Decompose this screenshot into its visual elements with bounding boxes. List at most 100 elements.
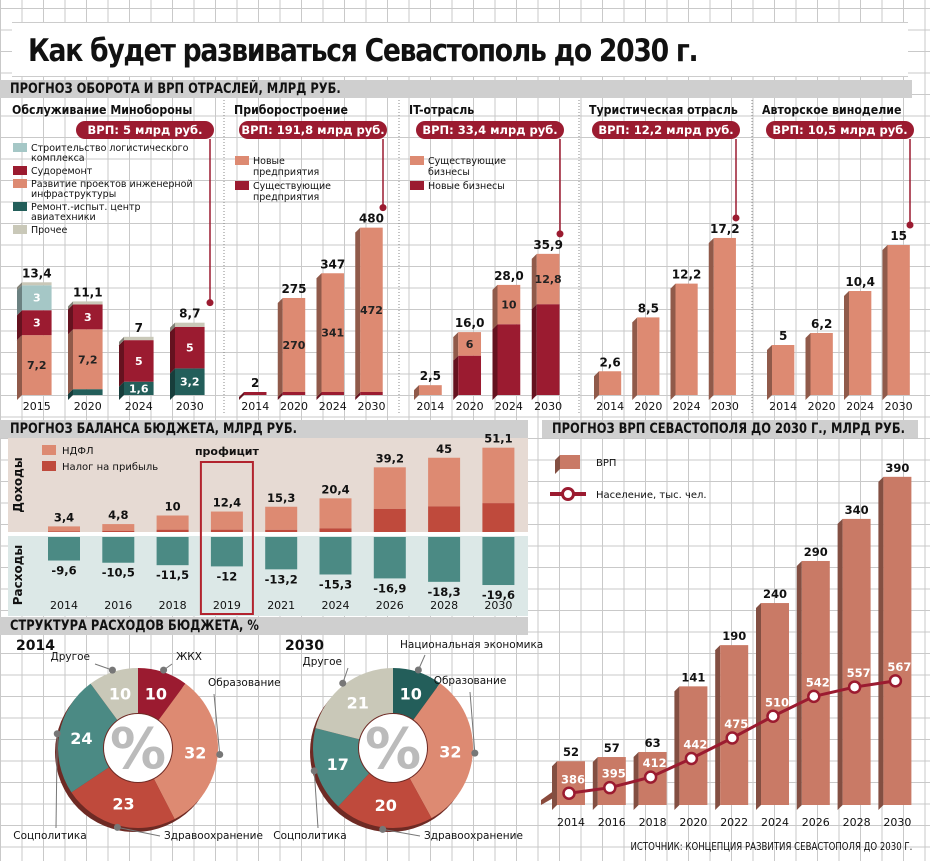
legend-label: Судоремонт bbox=[31, 166, 93, 177]
bar-segment bbox=[772, 345, 795, 395]
bar-segment bbox=[849, 291, 872, 395]
expense-value-label: -9,6 bbox=[51, 564, 76, 578]
bar-segment-side bbox=[805, 333, 811, 400]
bar-segment-side bbox=[17, 310, 22, 341]
callout-line bbox=[163, 663, 173, 671]
bar-segment-side bbox=[632, 317, 638, 400]
bar-segment-side bbox=[17, 285, 22, 316]
bar-segment-side bbox=[316, 273, 322, 397]
section-budget-structure-title: СТРУКТУРА РАСХОДОВ БЮДЖЕТА, % bbox=[10, 618, 259, 634]
bar-segment bbox=[73, 389, 103, 395]
legend-label: комплекса bbox=[31, 153, 85, 164]
bar-segment-side bbox=[277, 392, 283, 400]
x-tick-label: 2030 bbox=[711, 400, 739, 413]
segment-label: 7,2 bbox=[78, 353, 98, 366]
x-tick-label: 2024 bbox=[319, 400, 347, 413]
x-tick-label: 2028 bbox=[843, 816, 871, 829]
expense-value-label: -12 bbox=[217, 569, 238, 583]
donut-slice bbox=[312, 728, 370, 807]
population-value-label: 557 bbox=[847, 666, 871, 680]
grp-bar bbox=[720, 645, 749, 805]
legend-swatch bbox=[13, 202, 27, 211]
x-tick-label: 2030 bbox=[883, 816, 911, 829]
x-tick-label: 2030 bbox=[534, 400, 562, 413]
grp-bar-side bbox=[674, 686, 680, 810]
x-tick-label: 2020 bbox=[74, 400, 102, 413]
panel-title: Обслуживание Минобороны bbox=[12, 102, 192, 117]
segment-label: 3 bbox=[84, 311, 92, 324]
bar-segment bbox=[73, 329, 103, 390]
bar-segment-side bbox=[17, 282, 22, 291]
bar-segment bbox=[887, 245, 910, 395]
population-marker bbox=[603, 780, 617, 795]
bar-total-label: 7 bbox=[135, 321, 143, 335]
bar-total-label: 13,4 bbox=[22, 266, 52, 280]
population-value-label: 567 bbox=[887, 660, 911, 674]
expense-bar bbox=[210, 537, 243, 567]
donut-slice bbox=[409, 683, 473, 819]
bar-segment bbox=[810, 333, 833, 395]
population-value-label: 542 bbox=[806, 675, 830, 689]
income-value-label: 10 bbox=[165, 500, 181, 514]
x-tick-label: 2026 bbox=[802, 816, 830, 829]
bar-segment-side bbox=[531, 304, 537, 400]
slice-name-label: Здравоохранение bbox=[424, 830, 523, 842]
bar-segment-side bbox=[17, 335, 22, 400]
slice-value-label: 21 bbox=[347, 694, 369, 713]
segment-label: 7,2 bbox=[27, 359, 47, 372]
segment-label: 3 bbox=[33, 292, 41, 305]
slice-name-label: Национальная экономика bbox=[400, 639, 543, 651]
bar-segment bbox=[22, 282, 52, 286]
legend-label: ВРП bbox=[596, 458, 616, 469]
legend-line-marker bbox=[561, 487, 575, 501]
x-tick-label: 2016 bbox=[104, 599, 132, 612]
x-tick-label: 2030 bbox=[357, 400, 385, 413]
x-tick-label: 2030 bbox=[885, 400, 913, 413]
slice-value-label: 32 bbox=[439, 743, 461, 762]
grp-value-label: 390 bbox=[885, 461, 909, 475]
bar-total-label: 2 bbox=[251, 376, 259, 390]
vrp-badge-label: ВРП: 5 млрд руб. bbox=[88, 123, 203, 137]
donut-slice bbox=[154, 683, 218, 820]
slice-name-label: Соцполитика bbox=[13, 830, 86, 842]
x-tick-label: 2024 bbox=[322, 599, 350, 612]
bar-segment-side bbox=[277, 297, 283, 397]
income-value-label: 4,8 bbox=[108, 508, 128, 522]
bar-segment bbox=[73, 301, 103, 305]
expense-bar bbox=[265, 537, 298, 570]
x-tick-label: 2014 bbox=[769, 400, 797, 413]
donut-hole bbox=[359, 714, 427, 782]
donut-slice bbox=[393, 668, 441, 720]
panel-title: Приборостроение bbox=[234, 102, 348, 117]
bar-segment bbox=[282, 297, 306, 392]
bar-total-label: 17,2 bbox=[710, 222, 740, 236]
slice-value-label: 10 bbox=[109, 684, 131, 703]
bar-segment bbox=[497, 284, 521, 325]
profit-tax-bar bbox=[156, 529, 189, 532]
segment-label: 472 bbox=[360, 304, 383, 317]
bar-total-label: 10,4 bbox=[845, 275, 875, 289]
expense-bar bbox=[373, 537, 406, 579]
bar-segment-side bbox=[316, 392, 322, 400]
ndfl-bar bbox=[373, 467, 406, 509]
surplus-highlight-box bbox=[199, 461, 254, 615]
legend-label: предприятия bbox=[253, 167, 319, 178]
legend-label: НДФЛ bbox=[62, 446, 93, 457]
expense-bar bbox=[428, 537, 461, 582]
vrp-badge bbox=[416, 121, 564, 139]
population-marker bbox=[766, 709, 780, 724]
bar-segment bbox=[22, 285, 52, 311]
legend-swatch bbox=[410, 181, 424, 190]
vrp-badge bbox=[76, 121, 214, 139]
bar-segment-side bbox=[492, 284, 498, 330]
profit-tax-bar bbox=[428, 506, 461, 532]
donut-slice bbox=[315, 668, 393, 740]
profit-tax-bar bbox=[210, 529, 243, 532]
donut-year-label: 2014 bbox=[16, 638, 55, 654]
segment-label: 270 bbox=[283, 339, 306, 352]
legend-swatch bbox=[410, 156, 424, 165]
legend-label: Ремонт.-испыт. центр bbox=[31, 202, 141, 213]
legend-swatch bbox=[42, 461, 56, 471]
ndfl-bar bbox=[102, 524, 135, 531]
legend-label: Новые bbox=[253, 156, 285, 167]
